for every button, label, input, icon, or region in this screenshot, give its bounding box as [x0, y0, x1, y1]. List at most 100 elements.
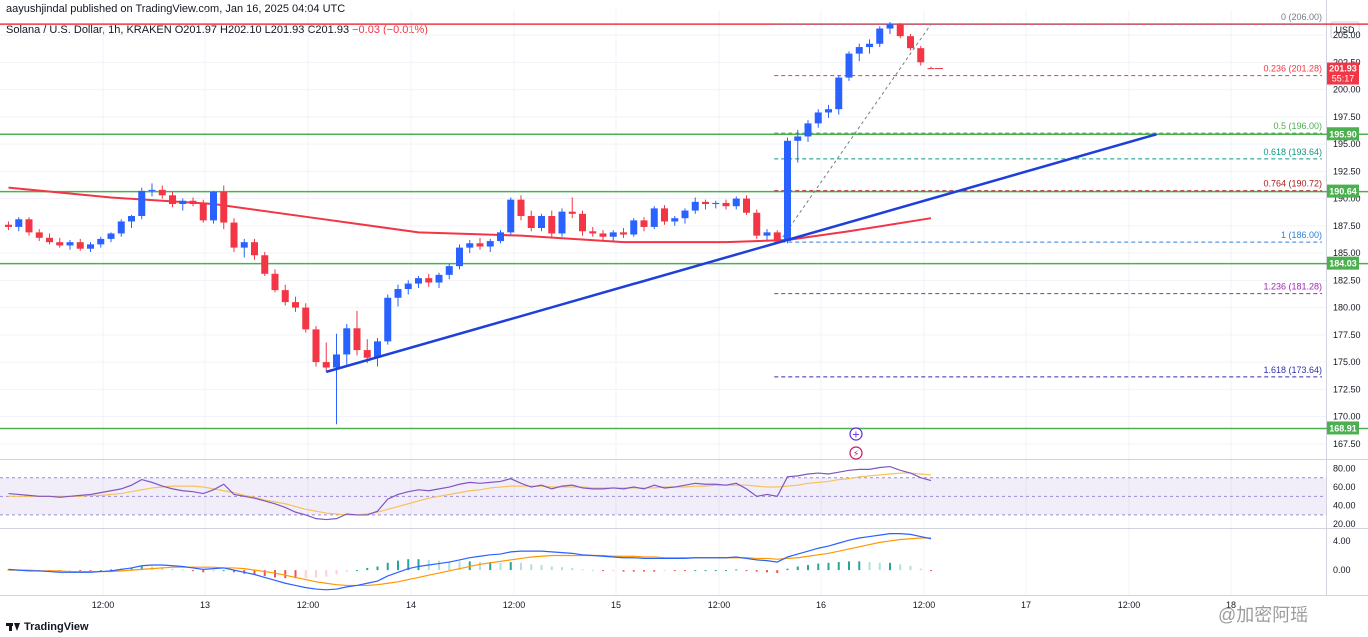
time-tick-label: 15	[611, 600, 621, 610]
plus-circle-icon-glyph: +	[852, 430, 860, 441]
candle-body	[568, 211, 576, 214]
macd-histogram-bar	[192, 570, 194, 572]
watermark: @加密阿瑶	[1218, 605, 1309, 625]
candle-body	[753, 212, 761, 236]
macd-histogram-bar	[294, 570, 297, 579]
candle-body	[189, 200, 197, 205]
countdown-label: 55:17	[1332, 74, 1355, 84]
candle-body	[896, 24, 904, 37]
candle-body	[589, 231, 597, 234]
macd-pane: 0.00 4.00	[7, 533, 1351, 591]
candle-body	[35, 232, 43, 238]
rsi-tick-label: 60.00	[1333, 482, 1356, 492]
macd-histogram-bar	[909, 565, 912, 571]
candle-body	[363, 350, 371, 358]
candle-body	[548, 216, 556, 234]
macd-histogram-bar	[766, 570, 768, 573]
candle-body	[579, 213, 586, 232]
time-tick-label: 12:00	[92, 600, 115, 610]
price-tick-label: 172.50	[1333, 384, 1361, 394]
macd-histogram-bar	[509, 562, 512, 571]
candle-body	[15, 219, 23, 227]
macd-histogram-bar	[786, 568, 789, 571]
macd-histogram-bar	[181, 569, 184, 571]
level-badge-label: 195.90	[1329, 129, 1357, 139]
macd-histogram-bar	[643, 570, 645, 572]
macd-histogram-bar	[858, 561, 861, 571]
candle-body	[179, 200, 187, 205]
level-badge	[1327, 421, 1359, 435]
macd-histogram-bar	[837, 562, 840, 571]
macd-histogram-bar	[550, 566, 553, 571]
candle-body	[281, 290, 289, 303]
grid	[0, 10, 1326, 596]
candle-body	[230, 222, 238, 248]
macd-histogram-bar	[110, 569, 112, 571]
candle-body	[784, 140, 791, 242]
macd-histogram-bar	[356, 570, 358, 572]
macd-histogram-bar	[304, 570, 307, 579]
macd-histogram-bar	[520, 562, 522, 571]
candle-body	[66, 242, 74, 246]
macd-histogram-bar	[89, 570, 92, 572]
candle-body	[794, 136, 802, 141]
macd-signal-line	[8, 537, 931, 587]
tradingview-footer[interactable]: TradingView	[6, 621, 89, 633]
candle-body	[773, 232, 781, 242]
symbol-name[interactable]: Solana / U.S. Dollar, 1h, KRAKEN	[6, 24, 172, 36]
footer-brand: TradingView	[24, 621, 89, 633]
candle-body	[271, 273, 279, 291]
rsi-tick-label: 20.00	[1333, 519, 1356, 529]
fib-level-label: 0.764 (190.72)	[1263, 179, 1322, 189]
time-axis: 12:00 13 12:00 14 12:00 15 12:00 16 12:00 17 12:00…	[92, 600, 1236, 610]
macd-histogram-bar	[673, 570, 676, 572]
candle-body	[425, 278, 433, 283]
macd-histogram-bar	[284, 570, 287, 579]
candle-body	[158, 189, 166, 196]
candle-body	[343, 328, 351, 355]
ohlc-values: O201.97 H202.10 L201.93 C201.93	[174, 24, 350, 36]
macd-histogram-bar	[325, 570, 328, 577]
candle-body	[855, 47, 863, 54]
level-badge	[1327, 127, 1359, 141]
macd-histogram-bar	[212, 570, 215, 572]
price-axis: USD 167.50 170.00 172.50 175.00 177.50 180.00 1…	[1330, 21, 1361, 449]
candle-body	[128, 216, 135, 222]
macd-histogram-bar	[561, 567, 563, 571]
candle-body	[814, 112, 822, 124]
publisher-line: aayushjindal published on TradingView.co…	[6, 3, 346, 15]
fibonacci-retracement: 0 (206.00) 0.236 (201.28) 0.5 (196.00) 0.61…	[774, 12, 1322, 378]
level-badge-label: 168.91	[1329, 423, 1357, 433]
macd-histogram-bar	[889, 562, 891, 571]
fib-level-label: 0 (206.00)	[1281, 12, 1322, 22]
level-badge-label: 190.64	[1329, 187, 1357, 197]
price-tick-label: 190.00	[1333, 194, 1361, 204]
macd-histogram-bar	[438, 560, 440, 571]
candle-body	[866, 43, 873, 48]
macd-histogram-bar	[386, 562, 389, 571]
macd-histogram-bar	[745, 570, 748, 572]
rsi-tick-label: 40.00	[1333, 501, 1356, 511]
macd-histogram-bar	[930, 570, 932, 572]
candle-body	[76, 242, 84, 249]
candle-body	[199, 204, 207, 221]
price-tick-label: 182.50	[1333, 275, 1361, 285]
macd-histogram-bar	[827, 562, 830, 571]
candle-body	[681, 210, 689, 219]
macd-histogram-bar	[796, 566, 799, 571]
macd-histogram-bar	[530, 564, 533, 571]
candle-body	[763, 232, 771, 236]
price-tick-label: 192.50	[1333, 166, 1361, 176]
fib-level-label: 1.618 (173.64)	[1263, 365, 1322, 375]
macd-histogram-bar	[499, 562, 502, 571]
time-tick-label: 12:00	[913, 600, 936, 610]
macd-histogram-bar	[848, 561, 850, 571]
price-tick-label: 177.50	[1333, 330, 1361, 340]
lightning-icon-glyph: ⚡	[853, 450, 859, 460]
sma-line	[8, 186, 932, 244]
candle-body	[497, 232, 504, 242]
candle-body	[394, 289, 402, 298]
macd-histogram-bar	[622, 570, 625, 572]
candle-body	[251, 242, 258, 256]
